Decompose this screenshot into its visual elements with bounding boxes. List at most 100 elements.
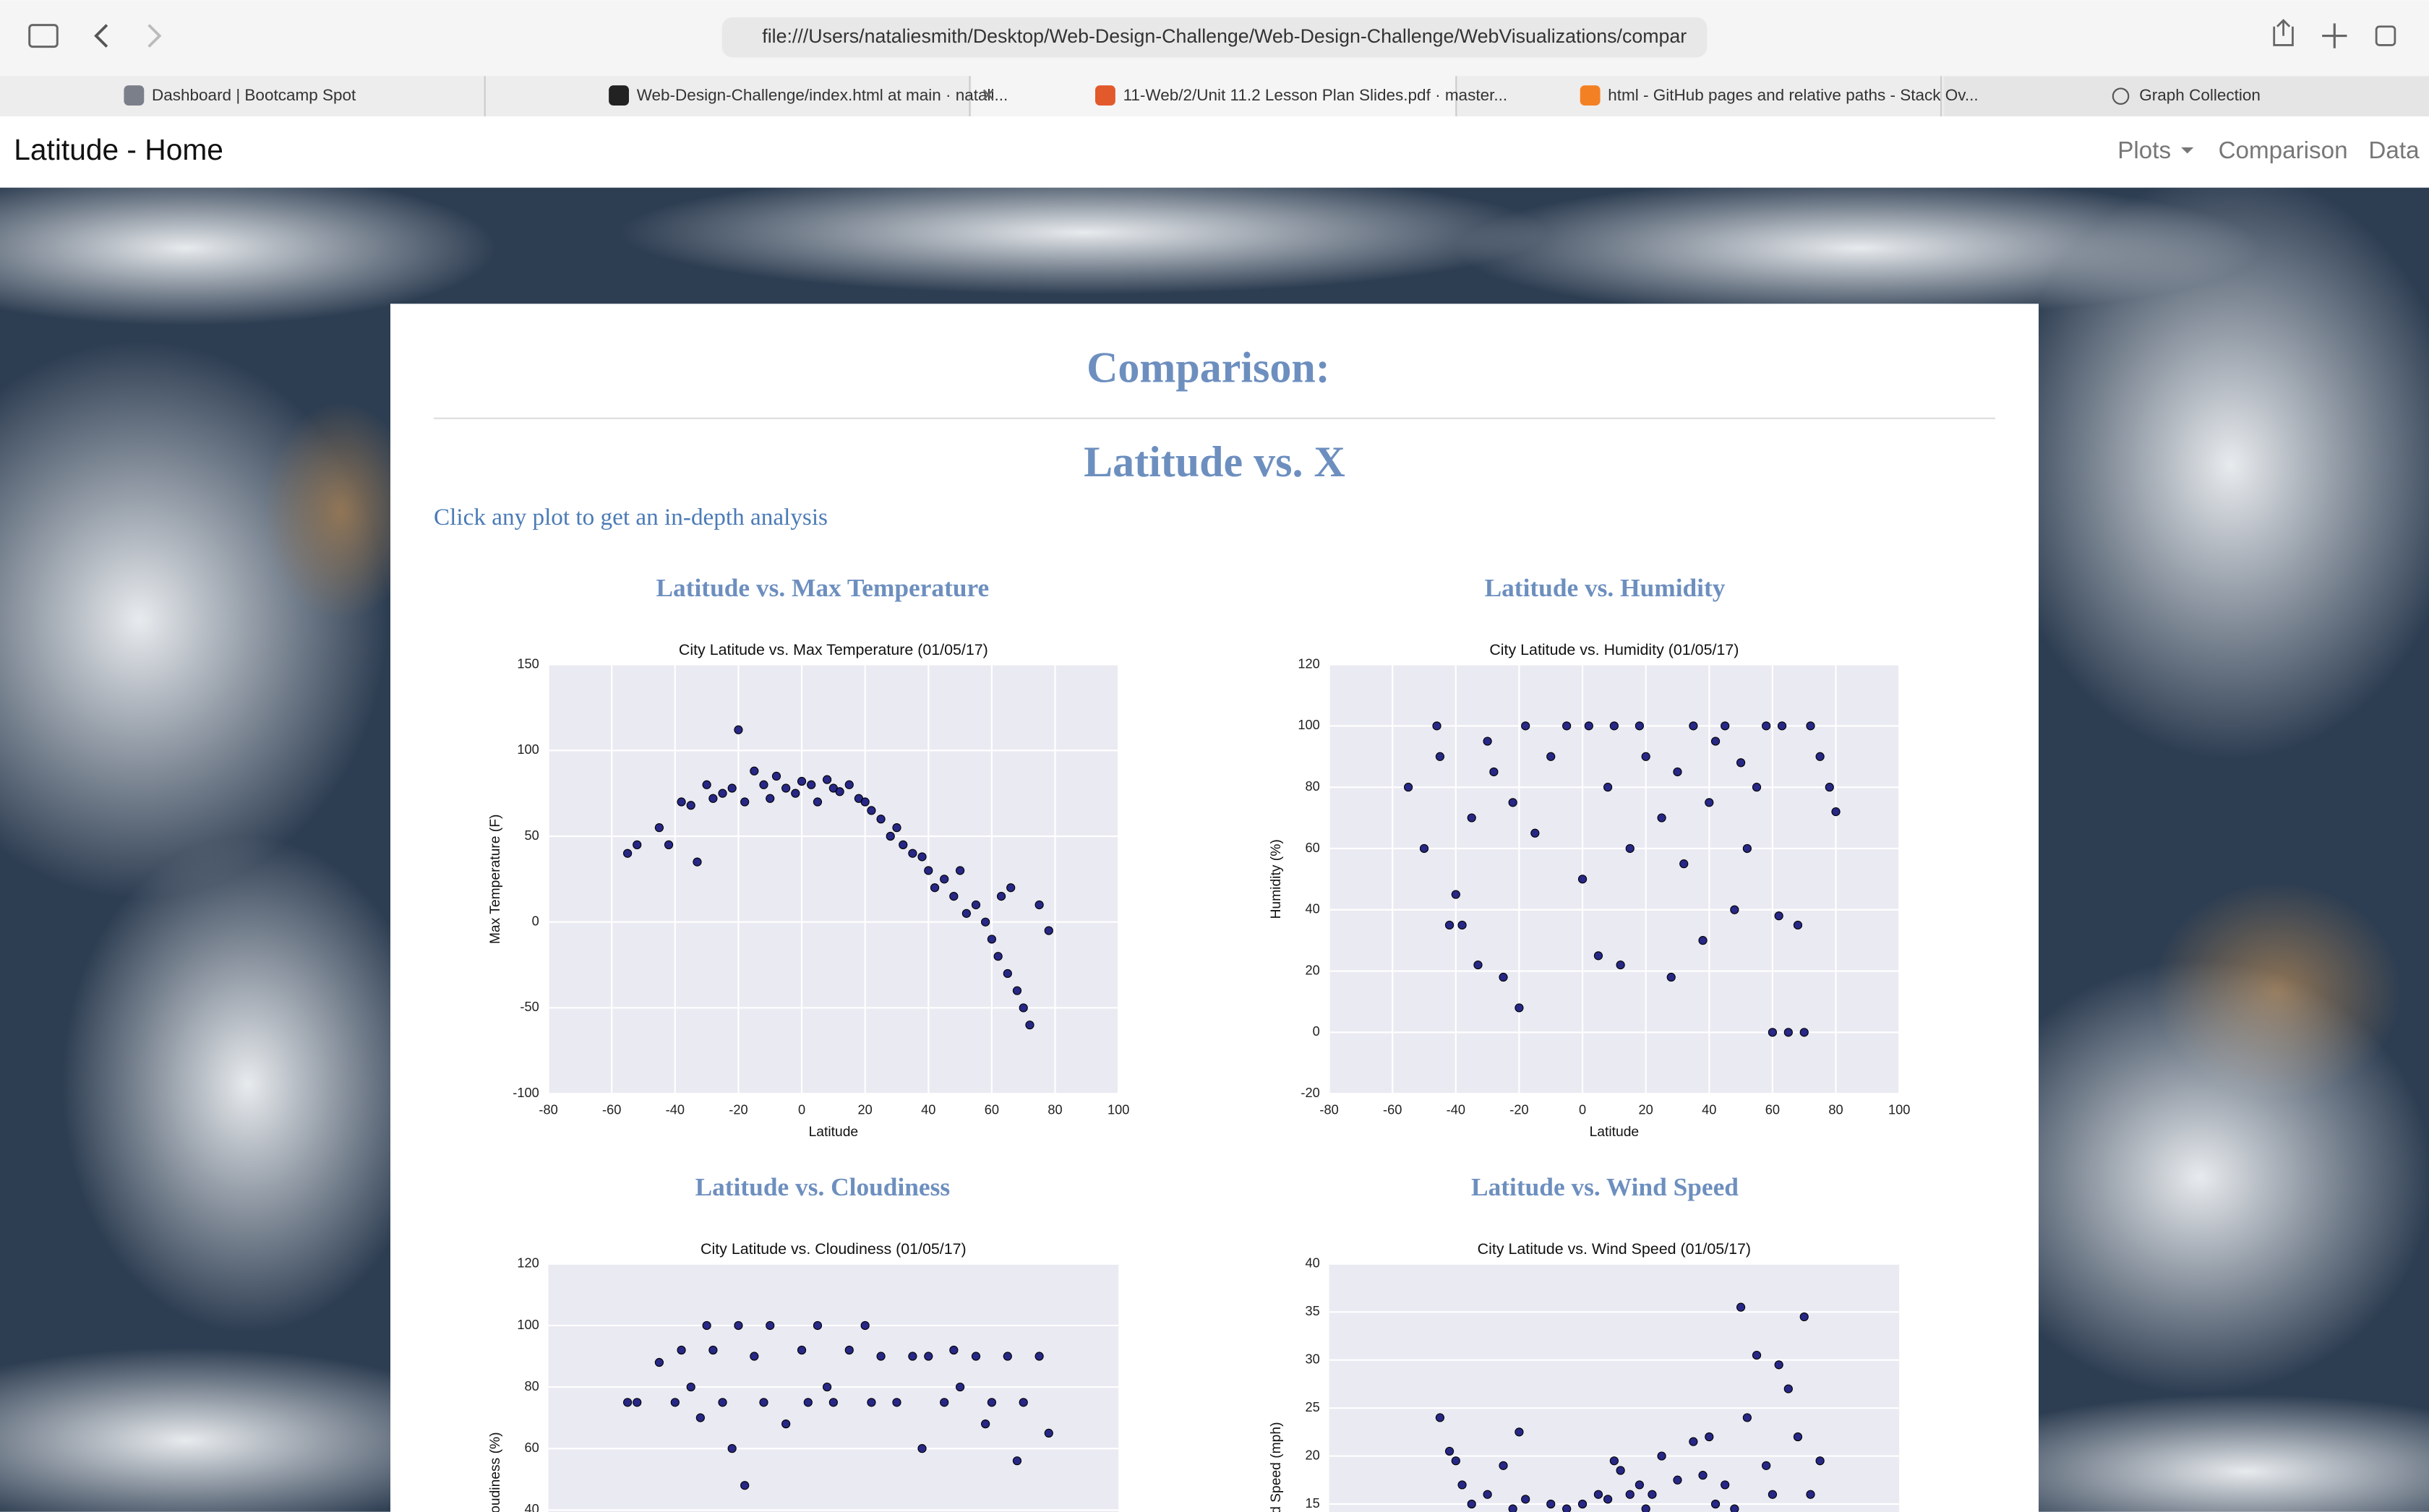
- data-point: [1635, 1480, 1645, 1490]
- y-tick-label: 100: [517, 742, 539, 757]
- data-point: [1736, 1302, 1746, 1312]
- tab-title[interactable]: 11-Web/2/Unit 11.2 Lesson Plan Slides.pd…: [1123, 86, 1508, 104]
- y-tick-label: -50: [520, 1000, 539, 1014]
- x-tick-label: 80: [1828, 1103, 1843, 1117]
- tab-title[interactable]: html - GitHub pages and relative paths -…: [1608, 86, 1978, 104]
- data-point: [622, 849, 633, 858]
- tab-icon: [609, 85, 629, 106]
- y-tick-label: 50: [524, 828, 539, 843]
- data-point: [1521, 721, 1530, 731]
- data-point: [1034, 1352, 1044, 1361]
- data-point: [807, 780, 816, 789]
- data-point: [899, 840, 908, 849]
- new-tab-button[interactable]: [2322, 23, 2347, 48]
- tabs-button[interactable]: [2375, 25, 2396, 46]
- data-point: [1721, 721, 1730, 731]
- data-point: [708, 794, 718, 803]
- data-point: [1721, 1480, 1730, 1490]
- data-point: [892, 823, 901, 833]
- chart[interactable]: 15 20 25 30 35 40 City Latitude vs. Wind Speed…: [1269, 1240, 1900, 1512]
- x-tick-label: 0: [1579, 1103, 1586, 1117]
- data-point: [844, 780, 854, 789]
- address-bar[interactable]: [721, 17, 1708, 58]
- data-point: [1562, 721, 1572, 731]
- tab-close[interactable]: [982, 89, 994, 100]
- data-point: [740, 797, 750, 807]
- data-point: [930, 883, 940, 893]
- x-tick-label: 80: [1048, 1103, 1062, 1117]
- data-point: [1609, 721, 1619, 731]
- data-point: [813, 797, 823, 807]
- data-point: [759, 780, 768, 789]
- data-point: [940, 1398, 949, 1407]
- data-point: [677, 797, 686, 807]
- data-point: [993, 952, 1003, 961]
- data-point: [1451, 890, 1460, 899]
- chart[interactable]: -100 -50 0 50 100 150 -80 -60 -40 -20 0 20 40 60 80 100…: [488, 641, 1130, 1140]
- data-point: [1444, 1446, 1455, 1456]
- data-point: [1815, 752, 1825, 761]
- data-point: [1593, 1490, 1603, 1499]
- forward-button[interactable]: [147, 24, 162, 48]
- data-point: [1467, 813, 1476, 822]
- data-point: [1793, 1432, 1803, 1442]
- y-tick-label: 100: [517, 1318, 539, 1332]
- x-tick-label: -20: [1509, 1103, 1528, 1117]
- tab-title[interactable]: Dashboard | Bootcamp Spot: [152, 86, 356, 104]
- data-point: [1730, 1504, 1739, 1512]
- nav-link[interactable]: Comparison: [2219, 137, 2348, 164]
- share-button[interactable]: [2273, 19, 2294, 46]
- data-point: [1742, 843, 1752, 854]
- data-point: [1457, 920, 1467, 930]
- navbar-brand[interactable]: Latitude - Home: [14, 133, 223, 166]
- x-tick-label: 60: [985, 1103, 999, 1117]
- nav-link[interactable]: Data: [2368, 137, 2420, 164]
- data-point: [940, 875, 949, 884]
- data-point: [1515, 1003, 1524, 1013]
- data-point: [1483, 736, 1492, 746]
- y-tick-label: -100: [513, 1086, 539, 1100]
- y-tick-label: 35: [1305, 1304, 1319, 1318]
- sidebar-button[interactable]: [28, 24, 59, 48]
- y-tick-label: 0: [532, 914, 539, 929]
- data-point: [813, 1320, 823, 1331]
- data-point: [924, 1352, 933, 1361]
- data-point: [1019, 1398, 1028, 1407]
- data-point: [1673, 1475, 1682, 1485]
- data-point: [1499, 972, 1508, 982]
- data-point: [1616, 960, 1625, 970]
- data-point: [677, 1345, 686, 1355]
- data-point: [1793, 920, 1803, 930]
- x-tick-label: -60: [602, 1103, 621, 1117]
- page-subheading: Latitude vs. X: [1084, 438, 1345, 486]
- data-point: [828, 1398, 838, 1407]
- data-point: [695, 1413, 705, 1422]
- data-point: [971, 1352, 981, 1361]
- data-point: [1710, 1499, 1721, 1509]
- data-point: [981, 917, 990, 927]
- nav-link[interactable]: Plots: [2117, 137, 2171, 164]
- plot-heading: Latitude vs. Max Temperature: [656, 573, 989, 602]
- y-tick-label: 15: [1305, 1496, 1319, 1511]
- data-point: [1783, 1384, 1793, 1393]
- chart-title: City Latitude vs. Cloudiness (01/05/17): [701, 1240, 967, 1258]
- data-point: [766, 794, 775, 803]
- data-point: [1736, 758, 1746, 768]
- data-point: [1698, 1471, 1708, 1480]
- back-button[interactable]: [94, 24, 108, 48]
- data-point: [886, 831, 895, 841]
- data-point: [1432, 721, 1441, 731]
- y-tick-label: 60: [1305, 841, 1319, 855]
- chart[interactable]: -20 0 20 40 60 80 100 120 -80 -60 -40 -20 0 20 40 60 80 1…: [1269, 641, 1911, 1140]
- data-point: [1774, 911, 1783, 921]
- x-tick-label: -20: [729, 1103, 747, 1117]
- data-point: [1705, 798, 1714, 807]
- data-point: [860, 1320, 870, 1331]
- plot-heading: Latitude vs. Humidity: [1485, 573, 1726, 602]
- tab-title[interactable]: Web-Design-Challenge/index.html at main …: [637, 86, 1008, 104]
- tab-title[interactable]: Graph Collection: [2139, 86, 2261, 104]
- data-point: [633, 1398, 642, 1407]
- x-tick-label: 40: [921, 1103, 935, 1117]
- chart[interactable]: 40 60 80 100 120 City Latitude vs. Cloudiness…: [488, 1240, 1119, 1512]
